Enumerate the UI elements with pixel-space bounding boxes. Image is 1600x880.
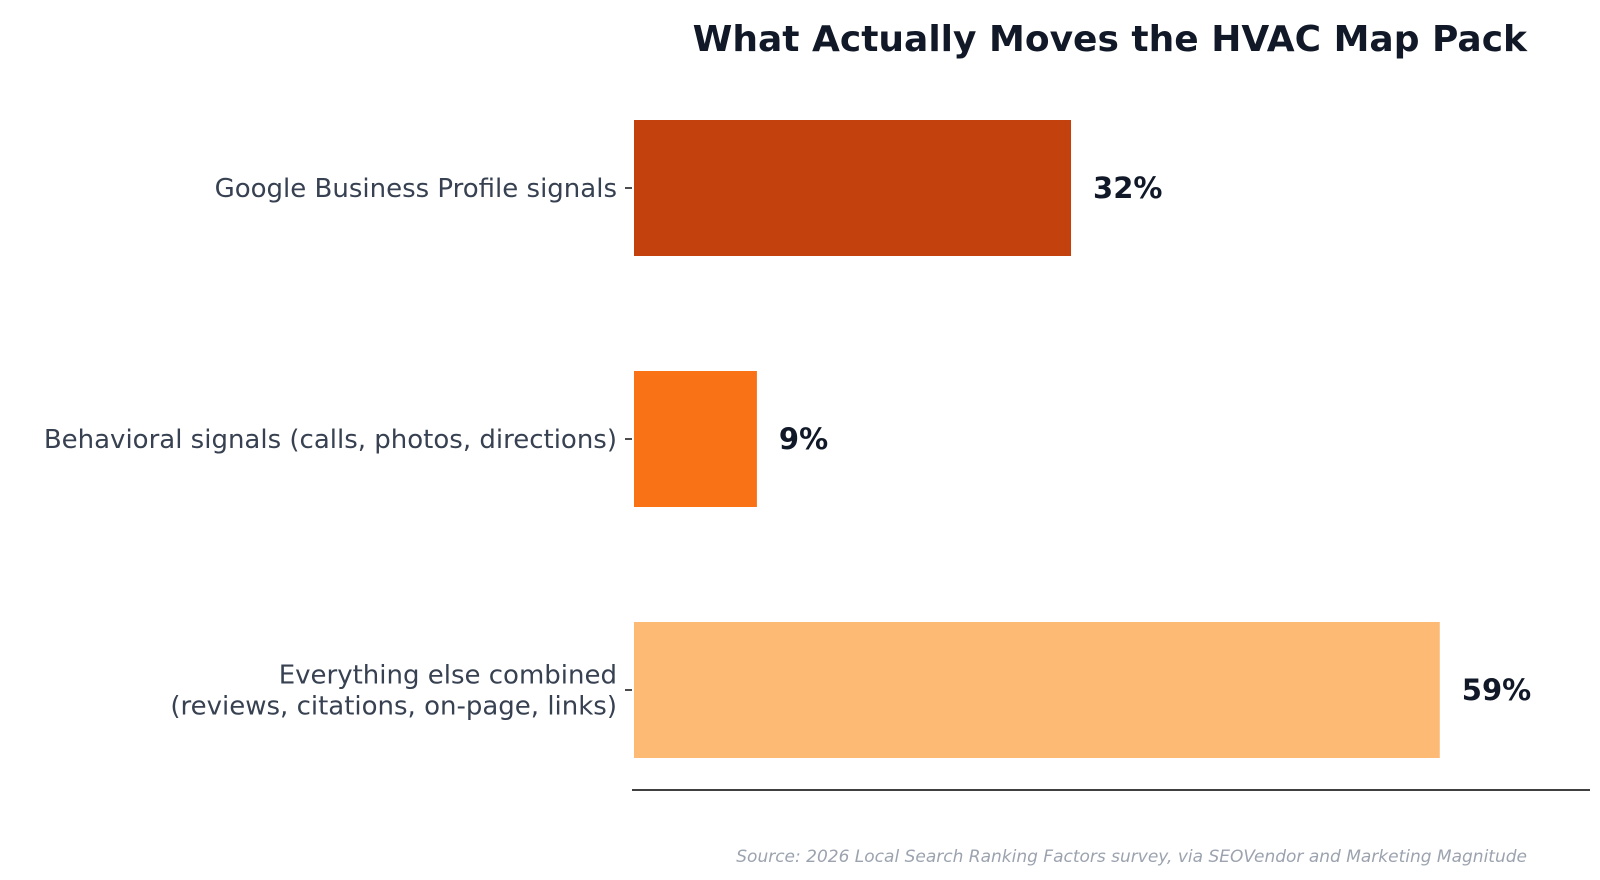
value-label-2: 59% [1462, 673, 1531, 707]
bar-2 [634, 622, 1440, 758]
bar-0 [634, 120, 1072, 256]
bar-1 [634, 371, 757, 507]
category-label-1: Behavioral signals (calls, photos, direc… [44, 425, 617, 455]
value-label-0: 32% [1093, 171, 1162, 205]
source-note: Source: 2026 Local Search Ranking Factor… [736, 847, 1527, 867]
value-label-1: 9% [779, 422, 828, 456]
category-label-0: Google Business Profile signals [215, 174, 617, 204]
category-label-2-line-1: (reviews, citations, on-page, links) [170, 692, 617, 722]
chart-title: What Actually Moves the HVAC Map Pack [693, 19, 1528, 60]
category-label-2-line-0: Everything else combined [279, 661, 617, 691]
bars-layer: 32% Google Business Profile signals 9% Beha… [44, 120, 1531, 758]
